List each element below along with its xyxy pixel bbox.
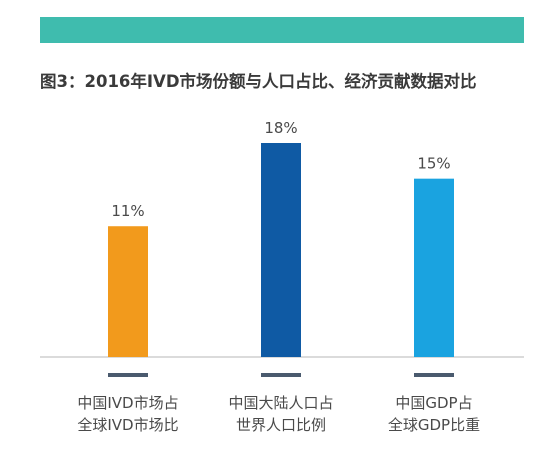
category-label-1-line-2: 全球IVD市场比 xyxy=(77,416,178,434)
chart-title: 图3：2016年IVD市场份额与人口占比、经济贡献数据对比 xyxy=(40,72,477,91)
category-marker-3 xyxy=(414,373,454,377)
header-band xyxy=(40,17,524,43)
bar-2 xyxy=(261,143,301,357)
category-label-3-line-1: 中国GDP占 xyxy=(395,394,472,412)
bar-3 xyxy=(414,178,454,357)
data-label-3: 15% xyxy=(417,155,450,173)
category-marker-1 xyxy=(108,373,148,377)
category-label-2-line-1: 中国大陆人口占 xyxy=(228,394,333,412)
data-label-1: 11% xyxy=(111,202,144,220)
bar-1 xyxy=(108,226,148,357)
category-marker-2 xyxy=(261,373,301,377)
category-label-3-line-2: 全球GDP比重 xyxy=(388,416,480,434)
category-label-2-line-2: 世界人口比例 xyxy=(236,416,326,434)
data-label-2: 18% xyxy=(264,119,297,137)
category-label-1-line-1: 中国IVD市场占 xyxy=(77,394,178,412)
